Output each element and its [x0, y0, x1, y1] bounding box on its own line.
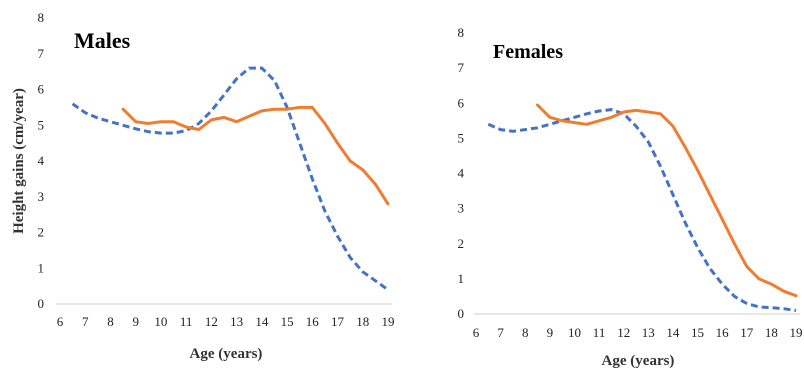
males-y-tick-label: 1: [38, 260, 45, 275]
females-x-tick-label: 19: [790, 325, 803, 340]
males-x-tick-label: 17: [331, 314, 345, 329]
females-x-tick-label: 15: [691, 325, 704, 340]
males-y-tick-label: 5: [38, 117, 45, 132]
females-series: [487, 103, 798, 312]
females-y-tick-label: 8: [458, 25, 465, 40]
females-y-tick-label: 0: [458, 306, 465, 321]
females-x-tick-label: 6: [473, 325, 480, 340]
females-x-tick-label: 7: [497, 325, 504, 340]
males-x-axis-title: Age (years): [190, 346, 263, 362]
males-x-tick-labels: 6 7 8 9 10 11 12 13 14 15 16 17 18 19: [57, 314, 395, 329]
females-y-tick-label: 3: [458, 201, 465, 216]
females-x-tick-label: 16: [716, 325, 730, 340]
males-y-tick-label: 4: [38, 153, 45, 168]
males-panel: Males Height gains (cm/year) Age (years)…: [11, 10, 395, 362]
males-y-tick-label: 8: [38, 10, 45, 25]
females-x-tick-labels: 6 7 8 9 10 11 12 13 14 15 16 17 18 19: [473, 325, 803, 340]
females-x-tick-label: 17: [740, 325, 754, 340]
females-x-tick-label: 13: [642, 325, 655, 340]
males-y-tick-label: 7: [38, 46, 45, 61]
males-title: Males: [74, 28, 131, 53]
males-x-tick-label: 9: [132, 314, 139, 329]
females-y-tick-labels: 0 1 2 3 4 5 6 7 8: [458, 25, 465, 321]
males-solid-series-line: [121, 105, 390, 206]
females-x-tick-label: 18: [765, 325, 778, 340]
males-dashed-series-line: [71, 66, 389, 291]
females-x-axis-title: Age (years): [602, 353, 675, 369]
males-x-tick-label: 11: [180, 314, 193, 329]
males-y-tick-label: 3: [38, 189, 45, 204]
males-x-tick-label: 8: [107, 314, 114, 329]
males-x-tick-label: 15: [281, 314, 294, 329]
males-x-tick-label: 16: [306, 314, 320, 329]
males-y-tick-labels: 0 1 2 3 4 5 6 7 8: [38, 10, 45, 311]
females-dashed-series-line: [487, 108, 797, 312]
females-y-tick-label: 4: [458, 166, 465, 181]
females-x-tick-label: 12: [617, 325, 630, 340]
females-y-tick-label: 5: [458, 130, 465, 145]
males-x-tick-label: 14: [255, 314, 269, 329]
males-y-axis-title: Height gains (cm/year): [11, 88, 27, 234]
males-x-tick-label: 7: [82, 314, 89, 329]
males-x-tick-label: 10: [154, 314, 167, 329]
females-y-tick-label: 6: [458, 95, 465, 110]
males-y-tick-label: 6: [38, 82, 45, 97]
males-x-tick-label: 12: [205, 314, 218, 329]
males-y-tick-label: 2: [38, 225, 45, 240]
males-x-tick-label: 6: [57, 314, 64, 329]
males-y-tick-label: 0: [38, 296, 45, 311]
females-y-tick-label: 7: [458, 60, 465, 75]
females-title: Females: [493, 41, 563, 63]
females-x-tick-label: 9: [547, 325, 554, 340]
males-series: [71, 66, 390, 291]
males-x-tick-label: 18: [356, 314, 369, 329]
females-y-tick-label: 1: [458, 271, 465, 286]
females-x-tick-label: 8: [522, 325, 529, 340]
females-x-tick-label: 10: [568, 325, 581, 340]
females-x-tick-label: 11: [593, 325, 606, 340]
females-y-tick-label: 2: [458, 236, 465, 251]
males-x-tick-label: 13: [230, 314, 243, 329]
females-solid-series-line: [536, 103, 798, 298]
females-x-tick-label: 14: [666, 325, 680, 340]
males-x-tick-label: 19: [382, 314, 395, 329]
